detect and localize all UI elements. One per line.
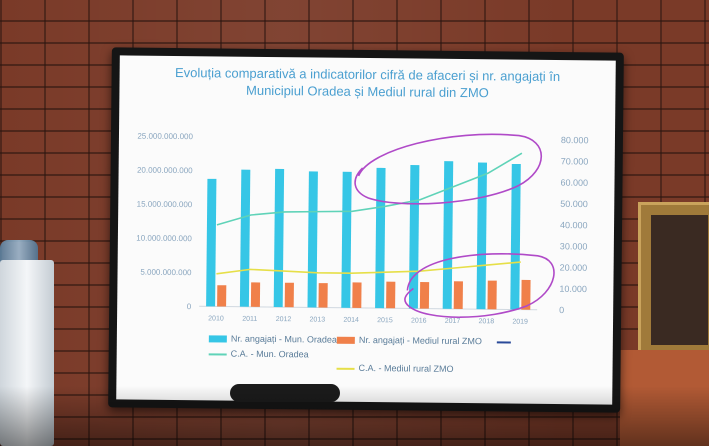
bar-oradea-angajati [510,163,521,310]
bar-rural-angajati [284,282,294,308]
bar-rural-angajati [217,285,227,307]
bar-rural-angajati [318,283,328,308]
annotation-ellipse-top [354,133,543,205]
x-axis-tick-label: 2014 [343,317,359,324]
bar-oradea-angajati [341,171,352,308]
x-axis-tick-label: 2019 [512,319,528,326]
x-axis-line [199,305,538,311]
legend-label-line-rural: C.A. - Mediul rural ZMO [358,362,454,374]
x-axis-tick-label: 2010 [208,315,224,322]
wooden-cabinet [620,350,709,446]
annotation-ellipse-bottom [404,253,555,319]
line-ca-rural [216,261,521,275]
left-axis-tick-label: 15.000.000.000 [137,200,193,210]
legend-swatch-bar-oradea [208,335,227,343]
right-axis-tick-label: 40.000 [560,220,588,230]
legend-swatch-extra [496,341,511,344]
x-axis-tick-label: 2011 [242,316,257,323]
bar-oradea-angajati [375,167,386,309]
right-axis-tick-label: 80.000 [561,135,589,145]
x-axis-tick-label: 2013 [310,316,326,323]
x-axis-tick-label: 2016 [411,317,427,324]
bar-oradea-angajati [476,162,488,310]
bar-oradea-angajati [206,178,217,307]
legend-swatch-line-rural [336,367,355,370]
bar-oradea-angajati [408,165,420,309]
tv-monitor: Evoluția comparativă a indicatorilor cif… [108,47,624,413]
right-axis-tick-label: 60.000 [560,178,588,188]
presentation-slide: Evoluția comparativă a indicatorilor cif… [116,55,616,405]
bar-oradea-angajati [273,168,285,308]
legend-label-line-oradea: C.A. - Mun. Oradea [230,348,309,360]
right-axis-tick-label: 0 [559,305,564,315]
left-axis-tick-label: 10.000.000.000 [136,234,192,244]
x-axis-tick-label: 2018 [479,318,495,325]
bar-oradea-angajati [239,169,251,307]
left-axis-tick-label: 0 [187,302,192,311]
bar-rural-angajati [386,281,396,309]
legend-swatch-line-oradea [208,353,227,356]
bar-rural-angajati [487,280,497,310]
legend-label-bar-oradea: Nr. angajați - Mun. Oradea [230,333,337,345]
bar-rural-angajati [453,281,463,310]
bar-oradea-angajati [307,171,318,308]
water-cooler [0,260,54,446]
left-axis-tick-label: 20.000.000.000 [137,166,193,176]
combo-chart: 0 5.000.000.000 10.000.000.000 15.000.000.0… [136,132,589,326]
x-axis-tick-label: 2015 [377,317,393,324]
right-axis-tick-label: 70.000 [561,156,589,166]
webcam-speaker-bar [230,384,340,402]
right-axis-tick-label: 20.000 [560,263,588,273]
legend-label-bar-rural: Nr. angajați - Mediul rural ZMO [358,334,482,347]
right-axis-tick-label: 30.000 [560,241,588,251]
legend-swatch-bar-rural [336,336,355,344]
bar-rural-angajati [419,282,430,309]
bar-rural-angajati [352,282,362,308]
right-axis-tick-label: 10.000 [559,284,587,294]
left-axis-tick-label: 25.000.000.000 [137,132,193,142]
bar-rural-angajati [521,279,531,310]
x-axis-tick-label: 2017 [445,318,461,325]
left-axis-tick-label: 5.000.000.000 [140,268,192,278]
bar-oradea-angajati [442,161,454,309]
right-axis-tick-label: 50.000 [560,199,588,209]
x-axis-tick-label: 2012 [276,316,292,323]
floor-shadow [0,386,709,446]
bar-rural-angajati [250,282,261,307]
line-ca-oradea [216,152,523,226]
picture-frame [638,202,709,358]
